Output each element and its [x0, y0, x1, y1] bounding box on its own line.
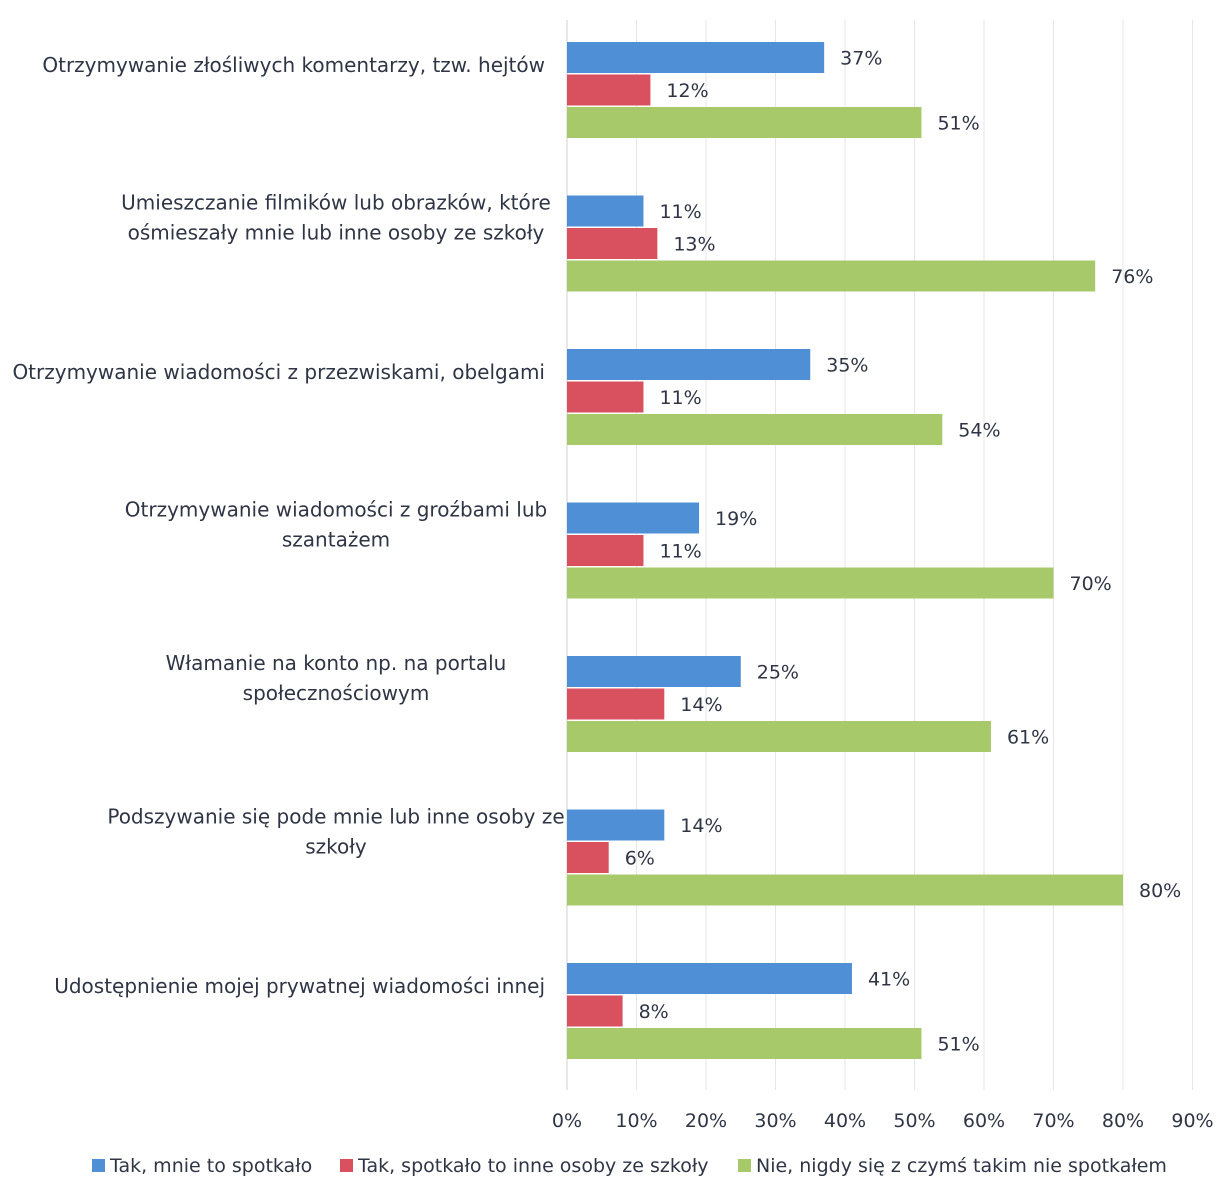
- x-tick-label: 90%: [1171, 1110, 1213, 1132]
- x-axis-ticks: 0% 10% 20% 30% 40% 50% 60% 70% 80% 90%: [552, 1110, 1214, 1132]
- category-label: szantażem: [282, 528, 390, 552]
- bar: [567, 688, 665, 720]
- x-tick-label: 70%: [1032, 1110, 1074, 1132]
- bar: [567, 721, 991, 752]
- legend-swatch: [738, 1159, 751, 1172]
- data-label: 8%: [639, 1001, 669, 1023]
- legend-swatch: [340, 1159, 353, 1172]
- data-label: 11%: [659, 201, 701, 223]
- x-tick-label: 50%: [893, 1110, 935, 1132]
- legend-label: Tak, spotkało to inne osoby ze szkoły: [357, 1155, 708, 1177]
- data-label: 14%: [680, 694, 722, 716]
- x-tick-label: 0%: [552, 1110, 582, 1132]
- category-label: Udostępnienie mojej prywatnej wiadomości…: [54, 974, 545, 998]
- x-tick-label: 30%: [754, 1110, 796, 1132]
- category-label: Otrzymywanie złośliwych komentarzy, tzw.…: [42, 53, 545, 77]
- bar: [567, 195, 644, 227]
- category-label: Umieszczanie filmików lub obrazków, któr…: [121, 191, 551, 215]
- bar: [567, 228, 658, 259]
- bar: [567, 414, 943, 445]
- bar: [567, 349, 811, 380]
- legend: Tak, mnie to spotkało Tak, spotkało to in…: [92, 1155, 1167, 1177]
- data-label: 70%: [1070, 573, 1112, 595]
- data-label: 6%: [625, 848, 655, 870]
- data-label: 51%: [937, 1034, 979, 1056]
- data-label: 25%: [757, 662, 799, 684]
- category-label: szkoły: [305, 835, 367, 859]
- data-labels: 37% 12% 51% 11% 13% 76% 35% 11% 54% 19% 11% 70% 25% 1…: [625, 48, 1182, 1056]
- bar: [567, 656, 741, 687]
- bar: [567, 107, 922, 138]
- bar: [567, 381, 644, 413]
- x-tick-label: 60%: [963, 1110, 1005, 1132]
- bar: [567, 260, 1096, 292]
- data-label: 41%: [868, 969, 910, 991]
- bar: [567, 995, 623, 1027]
- category-label: Włamanie na konto np. na portalu: [166, 651, 507, 675]
- bar: [567, 809, 665, 841]
- x-tick-label: 40%: [824, 1110, 866, 1132]
- data-label: 51%: [937, 113, 979, 135]
- bar: [567, 535, 644, 566]
- bar: [567, 74, 651, 106]
- x-tick-label: 20%: [685, 1110, 727, 1132]
- category-label: Otrzymywanie wiadomości z groźbami lub: [125, 498, 547, 522]
- bar: [567, 1028, 922, 1059]
- data-label: 80%: [1139, 880, 1181, 902]
- bar: [567, 502, 700, 534]
- data-label: 11%: [659, 387, 701, 409]
- category-label: Podszywanie się pode mnie lub inne osoby…: [107, 805, 564, 829]
- legend-label: Tak, mnie to spotkało: [109, 1155, 312, 1177]
- legend-label: Nie, nigdy się z czymś takim nie spotkał…: [756, 1155, 1167, 1177]
- bar: [567, 567, 1054, 599]
- data-label: 54%: [958, 420, 1000, 442]
- data-label: 11%: [659, 541, 701, 563]
- bars: [567, 42, 1123, 1059]
- x-tick-label: 10%: [615, 1110, 657, 1132]
- data-label: 76%: [1111, 266, 1153, 288]
- data-label: 14%: [680, 815, 722, 837]
- data-label: 61%: [1007, 727, 1049, 749]
- data-label: 19%: [715, 508, 757, 530]
- category-label: ośmieszały mnie lub inne osoby ze szkoły: [128, 221, 545, 245]
- data-label: 13%: [673, 234, 715, 256]
- data-label: 12%: [666, 80, 708, 102]
- bar: [567, 42, 825, 73]
- category-label: Otrzymywanie wiadomości z przezwiskami, …: [12, 360, 545, 384]
- data-label: 35%: [826, 355, 868, 377]
- category-label: społecznościowym: [243, 681, 430, 705]
- data-label: 37%: [840, 48, 882, 70]
- legend-swatch: [92, 1159, 105, 1172]
- category-labels: Otrzymywanie złośliwych komentarzy, tzw.…: [12, 53, 564, 998]
- x-tick-label: 80%: [1102, 1110, 1144, 1132]
- bar: [567, 842, 609, 873]
- bar: [567, 963, 852, 994]
- bar: [567, 874, 1123, 906]
